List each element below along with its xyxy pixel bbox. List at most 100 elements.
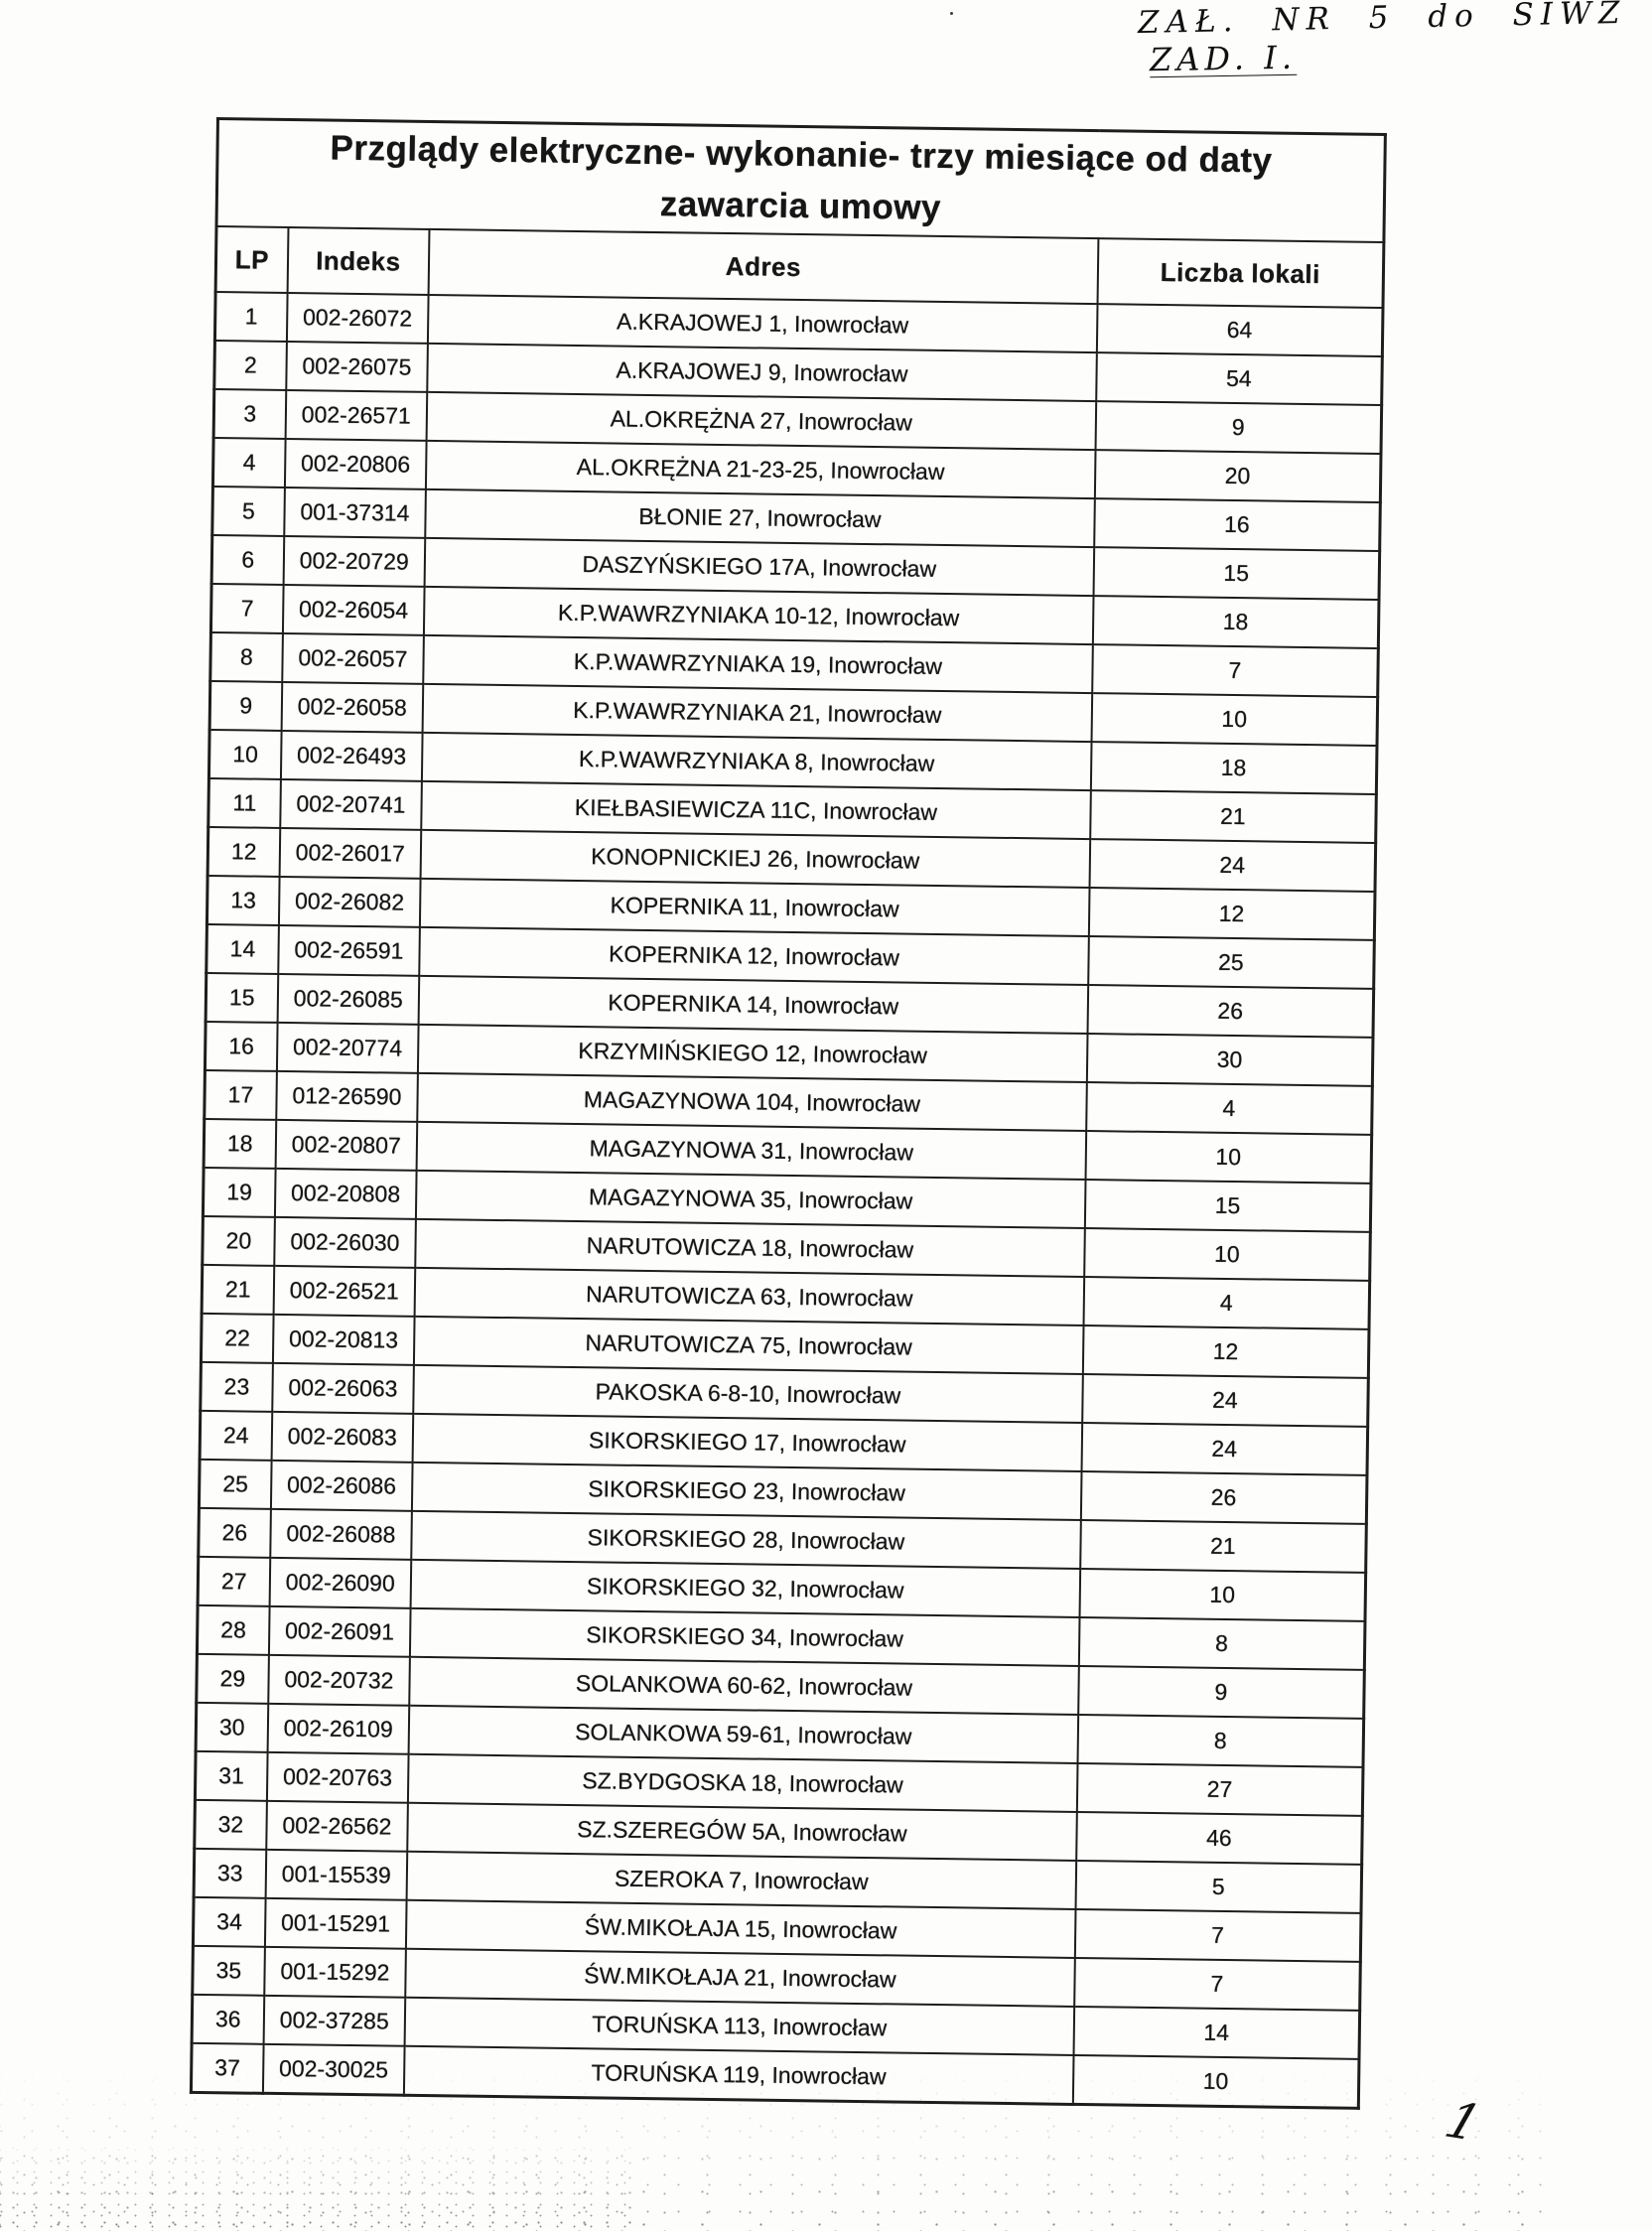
cell-liczba-lokali: 54 xyxy=(1095,352,1383,406)
cell-liczba-lokali: 9 xyxy=(1077,1665,1365,1719)
cell-liczba-lokali: 7 xyxy=(1073,1957,1361,2011)
cell-indeks: 001-15291 xyxy=(264,1897,407,1949)
cell-lp: 8 xyxy=(209,631,283,682)
cell-indeks: 002-20807 xyxy=(275,1119,418,1171)
cell-indeks: 002-26083 xyxy=(271,1411,414,1463)
cell-indeks: 002-26562 xyxy=(265,1800,408,1852)
cell-liczba-lokali: 24 xyxy=(1081,1373,1369,1427)
cell-lp: 7 xyxy=(210,583,284,633)
cell-liczba-lokali: 18 xyxy=(1090,742,1377,794)
cell-indeks: 002-20813 xyxy=(272,1314,415,1365)
cell-lp: 12 xyxy=(207,826,280,877)
table-body: 1 002-26072 A.KRAJOWEJ 1, Inowrocław 64 2 002… xyxy=(191,292,1383,2109)
cell-lp: 24 xyxy=(200,1410,272,1461)
cell-lp: 31 xyxy=(195,1750,268,1801)
handwritten-note-line1: ZAŁ. NR 5 do SIWZ xyxy=(1137,0,1627,42)
cell-lp: 33 xyxy=(194,1848,266,1898)
cell-liczba-lokali: 26 xyxy=(1080,1470,1367,1524)
cell-liczba-lokali: 4 xyxy=(1083,1277,1370,1329)
cell-liczba-lokali: 64 xyxy=(1096,304,1383,357)
cell-liczba-lokali: 15 xyxy=(1093,547,1380,600)
cell-liczba-lokali: 10 xyxy=(1083,1228,1371,1281)
cell-liczba-lokali: 8 xyxy=(1077,1714,1364,1767)
cell-liczba-lokali: 7 xyxy=(1091,644,1379,697)
cell-lp: 14 xyxy=(206,923,279,974)
cell-indeks: 002-26082 xyxy=(278,876,421,927)
cell-lp: 35 xyxy=(192,1945,265,1996)
cell-lp: 29 xyxy=(196,1653,269,1704)
cell-indeks: 002-20774 xyxy=(276,1022,419,1073)
cell-indeks: 002-20729 xyxy=(283,535,426,587)
cell-indeks: 002-20763 xyxy=(266,1751,409,1803)
cell-liczba-lokali: 16 xyxy=(1093,498,1381,551)
cell-indeks: 002-20808 xyxy=(274,1168,417,1219)
cell-liczba-lokali: 15 xyxy=(1084,1180,1371,1232)
cell-indeks: 002-26072 xyxy=(286,292,429,344)
column-header-lp: LP xyxy=(215,226,289,293)
cell-indeks: 001-15539 xyxy=(265,1849,408,1900)
cell-indeks: 002-20741 xyxy=(279,778,422,830)
cell-lp: 6 xyxy=(211,534,284,585)
cell-lp: 20 xyxy=(202,1215,275,1266)
cell-indeks: 002-26075 xyxy=(285,341,428,392)
scan-noise-left xyxy=(0,2137,635,2231)
cell-indeks: 002-26030 xyxy=(273,1216,416,1268)
cell-indeks: 002-26493 xyxy=(280,730,423,781)
cell-indeks: 002-26063 xyxy=(271,1362,414,1414)
cell-lp: 22 xyxy=(201,1313,274,1363)
cell-indeks: 002-26057 xyxy=(281,632,424,684)
cell-lp: 34 xyxy=(193,1896,266,1947)
cell-liczba-lokali: 7 xyxy=(1074,1908,1361,1962)
cell-liczba-lokali: 4 xyxy=(1085,1082,1373,1135)
cell-lp: 27 xyxy=(198,1556,270,1606)
cell-lp: 3 xyxy=(213,388,286,439)
cell-indeks: 002-26090 xyxy=(269,1557,412,1608)
table-title: Przglądy elektryczne- wykonanie- trzy mi… xyxy=(216,118,1386,243)
cell-liczba-lokali: 21 xyxy=(1089,790,1377,843)
cell-lp: 18 xyxy=(204,1118,276,1169)
cell-liczba-lokali: 9 xyxy=(1095,401,1382,454)
column-header-adres: Adres xyxy=(428,228,1099,305)
cell-lp: 17 xyxy=(204,1069,277,1120)
cell-indeks: 002-26091 xyxy=(268,1605,411,1657)
cell-liczba-lokali: 24 xyxy=(1081,1422,1368,1475)
cell-lp: 21 xyxy=(202,1264,274,1315)
cell-lp: 19 xyxy=(203,1167,276,1217)
cell-liczba-lokali: 10 xyxy=(1085,1131,1372,1184)
cell-liczba-lokali: 10 xyxy=(1079,1568,1366,1621)
cell-lp: 2 xyxy=(213,340,287,390)
cell-liczba-lokali: 8 xyxy=(1078,1616,1365,1670)
cell-liczba-lokali: 12 xyxy=(1088,888,1375,940)
cell-lp: 4 xyxy=(212,437,286,488)
cell-indeks: 002-20806 xyxy=(284,438,427,489)
cell-lp: 1 xyxy=(214,292,288,342)
column-header-liczba-lokali: Liczba lokali xyxy=(1097,238,1384,309)
cell-indeks: 002-26521 xyxy=(273,1265,416,1317)
cell-liczba-lokali: 25 xyxy=(1087,936,1375,989)
cell-lp: 36 xyxy=(192,1994,264,2044)
cell-liczba-lokali: 46 xyxy=(1075,1811,1363,1865)
cell-liczba-lokali: 26 xyxy=(1087,985,1374,1038)
inspection-table: Przglądy elektryczne- wykonanie- trzy mi… xyxy=(189,117,1387,2110)
cell-lp: 11 xyxy=(207,777,281,828)
cell-indeks: 002-26086 xyxy=(270,1460,413,1511)
cell-liczba-lokali: 27 xyxy=(1076,1762,1363,1816)
inspection-table-block: Przglądy elektryczne- wykonanie- trzy mi… xyxy=(189,117,1387,2110)
cell-indeks: 002-26109 xyxy=(267,1703,410,1754)
cell-liczba-lokali: 5 xyxy=(1075,1860,1362,1913)
cell-indeks: 002-26088 xyxy=(269,1508,412,1560)
cell-liczba-lokali: 24 xyxy=(1089,839,1376,892)
cell-indeks: 001-37314 xyxy=(283,487,426,538)
cell-lp: 10 xyxy=(208,729,282,779)
cell-lp: 32 xyxy=(194,1799,267,1850)
cell-indeks: 002-26054 xyxy=(282,584,425,635)
cell-lp: 15 xyxy=(206,972,278,1023)
cell-liczba-lokali: 30 xyxy=(1086,1034,1373,1086)
cell-liczba-lokali: 10 xyxy=(1091,693,1378,746)
cell-lp: 28 xyxy=(197,1604,270,1655)
cell-indeks: 012-26590 xyxy=(275,1070,418,1122)
cell-lp: 30 xyxy=(196,1702,268,1752)
cell-indeks: 002-20732 xyxy=(267,1654,410,1706)
cell-indeks: 002-37285 xyxy=(263,1995,406,2046)
